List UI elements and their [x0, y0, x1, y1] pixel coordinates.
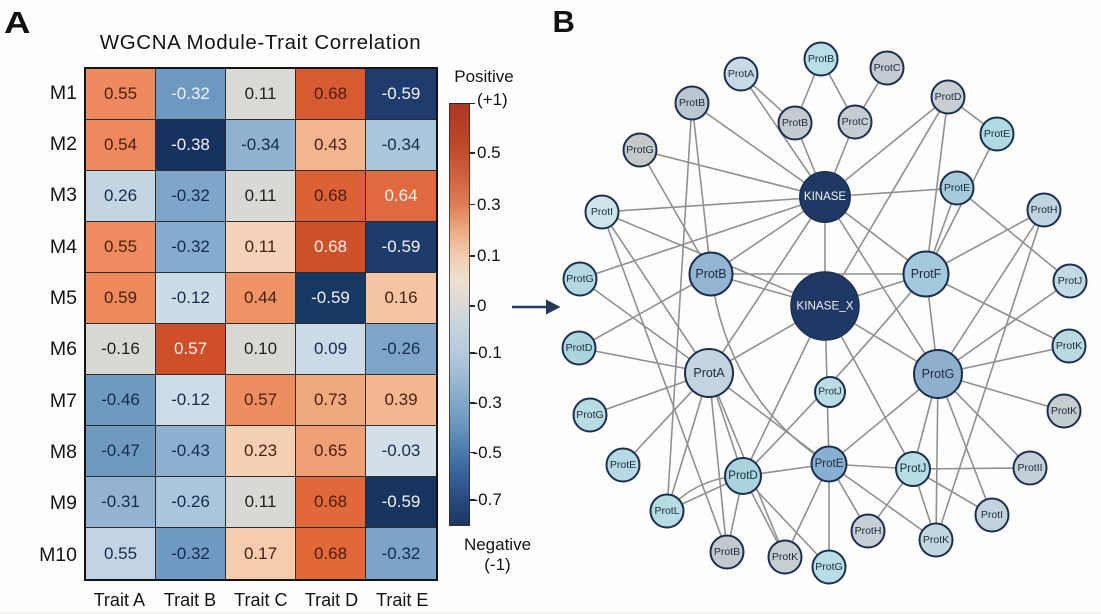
svg-text:ProtB: ProtB: [679, 97, 705, 109]
svg-text:ProtD: ProtD: [935, 91, 962, 103]
svg-text:ProtF: ProtF: [911, 267, 942, 281]
svg-text:ProtK: ProtK: [1056, 340, 1082, 352]
svg-text:ProtB: ProtB: [808, 53, 834, 65]
svg-text:ProtJ: ProtJ: [1058, 275, 1083, 287]
svg-text:ProtD: ProtD: [728, 470, 757, 482]
svg-text:ProtA: ProtA: [728, 68, 754, 80]
svg-text:KINASE: KINASE: [804, 191, 847, 203]
svg-text:ProtE: ProtE: [815, 458, 844, 470]
svg-text:ProtII: ProtII: [1017, 462, 1042, 474]
svg-text:ProtJ: ProtJ: [818, 387, 841, 398]
svg-text:ProtE: ProtE: [984, 128, 1010, 140]
svg-text:ProtI: ProtI: [591, 206, 613, 218]
svg-text:ProtG: ProtG: [626, 144, 653, 156]
svg-text:ProtK: ProtK: [1051, 405, 1077, 417]
svg-text:ProtI: ProtI: [981, 509, 1003, 521]
svg-text:KINASE_X: KINASE_X: [796, 300, 853, 313]
svg-text:ProtK: ProtK: [923, 534, 949, 546]
svg-text:ProtG: ProtG: [922, 367, 955, 381]
svg-text:ProtD: ProtD: [566, 342, 593, 354]
svg-text:ProtG: ProtG: [576, 409, 603, 421]
svg-text:ProtA: ProtA: [693, 366, 725, 380]
svg-text:ProtH: ProtH: [855, 525, 882, 537]
svg-text:ProtG: ProtG: [815, 561, 842, 573]
svg-text:ProtL: ProtL: [654, 505, 679, 517]
svg-text:ProtC: ProtC: [874, 62, 901, 74]
svg-text:ProtB: ProtB: [695, 267, 726, 281]
svg-text:ProtE: ProtE: [610, 459, 636, 471]
svg-text:ProtK: ProtK: [772, 551, 798, 563]
svg-text:ProtJ: ProtJ: [900, 463, 927, 475]
svg-text:ProtC: ProtC: [842, 116, 869, 128]
svg-text:ProtH: ProtH: [1031, 204, 1058, 216]
svg-text:ProtE: ProtE: [944, 182, 970, 194]
svg-text:ProtB: ProtB: [714, 546, 740, 558]
svg-text:ProtB: ProtB: [782, 117, 808, 129]
svg-text:ProtG: ProtG: [566, 273, 593, 285]
